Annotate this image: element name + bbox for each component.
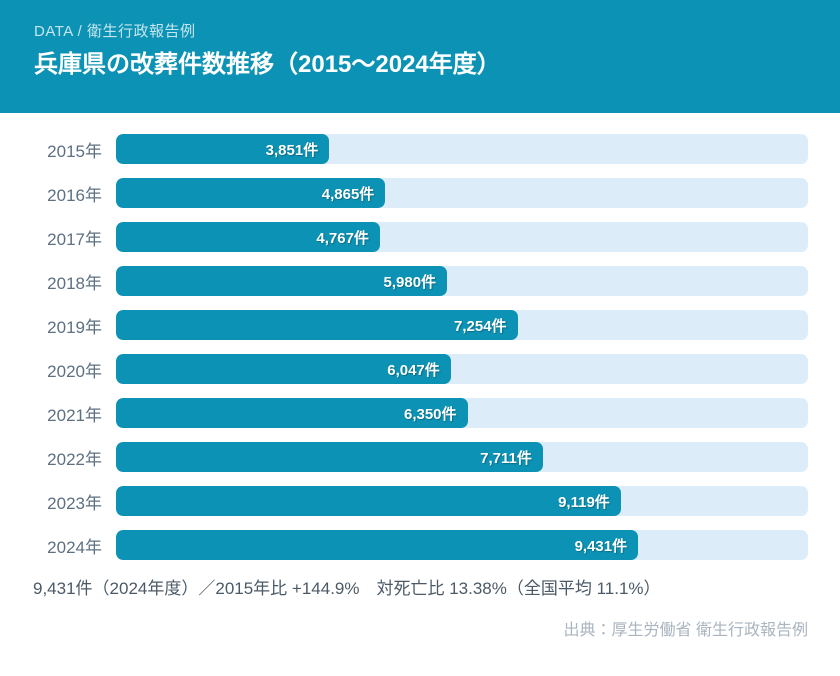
bar-track: 7,254件 bbox=[116, 310, 808, 340]
bar-track: 4,767件 bbox=[116, 222, 808, 252]
bar: 6,350件 bbox=[116, 398, 468, 428]
bar-value-label: 6,047件 bbox=[387, 361, 440, 379]
bar-value-label: 4,865件 bbox=[321, 185, 375, 203]
bar: 7,711件 bbox=[116, 442, 543, 472]
bar-track: 6,047件 bbox=[116, 354, 808, 384]
year-label: 2016年 bbox=[47, 185, 102, 205]
bar-track: 6,350件 bbox=[116, 398, 808, 428]
chart-row: 2021年 6,350件 bbox=[34, 398, 808, 428]
chart-row: 2019年 7,254件 bbox=[34, 310, 808, 340]
chart-row: 2016年 4,865件 bbox=[34, 178, 808, 208]
year-label: 2023年 bbox=[47, 493, 102, 513]
bar: 7,254件 bbox=[116, 310, 518, 340]
year-label: 2017年 bbox=[47, 229, 102, 249]
year-label: 2024年 bbox=[47, 537, 102, 557]
bar-track: 9,119件 bbox=[116, 486, 808, 516]
bar: 9,431件 bbox=[116, 530, 639, 560]
chart-row: 2020年 6,047件 bbox=[34, 354, 808, 384]
year-label: 2018年 bbox=[47, 273, 102, 293]
chart-row: 2023年 9,119件 bbox=[34, 486, 808, 516]
bar-value-label: 5,980件 bbox=[383, 273, 437, 291]
source-attribution: 出典：厚生労働省 衛生行政報告例 bbox=[563, 622, 808, 639]
bar-track: 9,431件 bbox=[116, 530, 808, 560]
bar-value-label: 9,431件 bbox=[574, 537, 628, 555]
bar-value-label: 4,767件 bbox=[316, 229, 369, 247]
bar: 3,851件 bbox=[116, 134, 330, 164]
bar-track: 3,851件 bbox=[116, 134, 808, 164]
year-label: 2022年 bbox=[47, 449, 102, 469]
year-label: 2020年 bbox=[47, 361, 102, 381]
bar-value-label: 9,119件 bbox=[558, 493, 610, 511]
bar-value-label: 7,254件 bbox=[454, 317, 507, 335]
bar-value-label: 6,350件 bbox=[403, 405, 457, 423]
header-kicker: DATA / 衛生行政報告例 bbox=[34, 23, 196, 40]
chart-row: 2017年 4,767件 bbox=[34, 222, 808, 252]
chart-row: 2018年 5,980件 bbox=[34, 266, 808, 296]
bar-track: 4,865件 bbox=[116, 178, 808, 208]
header-banner: DATA / 衛生行政報告例 兵庫県の改葬件数推移（2015～2024年度） bbox=[0, 0, 840, 113]
chart-row: 2024年 9,431件 bbox=[34, 530, 808, 560]
chart-row: 2022年 7,711件 bbox=[34, 442, 808, 472]
bar-track: 5,980件 bbox=[116, 266, 808, 296]
year-label: 2019年 bbox=[47, 317, 102, 337]
summary-text: 9,431件（2024年度）／2015年比 +144.9% 対死亡比 13.38… bbox=[33, 579, 661, 598]
bar: 4,865件 bbox=[116, 178, 386, 208]
year-label: 2015年 bbox=[47, 141, 102, 161]
bar: 6,047件 bbox=[116, 354, 451, 384]
bar-value-label: 3,851件 bbox=[265, 141, 319, 159]
chart-row: 2015年 3,851件 bbox=[34, 134, 808, 164]
bar: 9,119件 bbox=[116, 486, 621, 516]
bar: 4,767件 bbox=[116, 222, 380, 252]
year-label: 2021年 bbox=[47, 405, 102, 425]
page-title: 兵庫県の改葬件数推移（2015～2024年度） bbox=[34, 51, 501, 78]
bar-chart: 2015年 3,851件 2016年 4,865件 2017年 4,767件 bbox=[0, 113, 840, 560]
bar: 5,980件 bbox=[116, 266, 448, 296]
bar-value-label: 7,711件 bbox=[480, 449, 532, 467]
bar-track: 7,711件 bbox=[116, 442, 808, 472]
